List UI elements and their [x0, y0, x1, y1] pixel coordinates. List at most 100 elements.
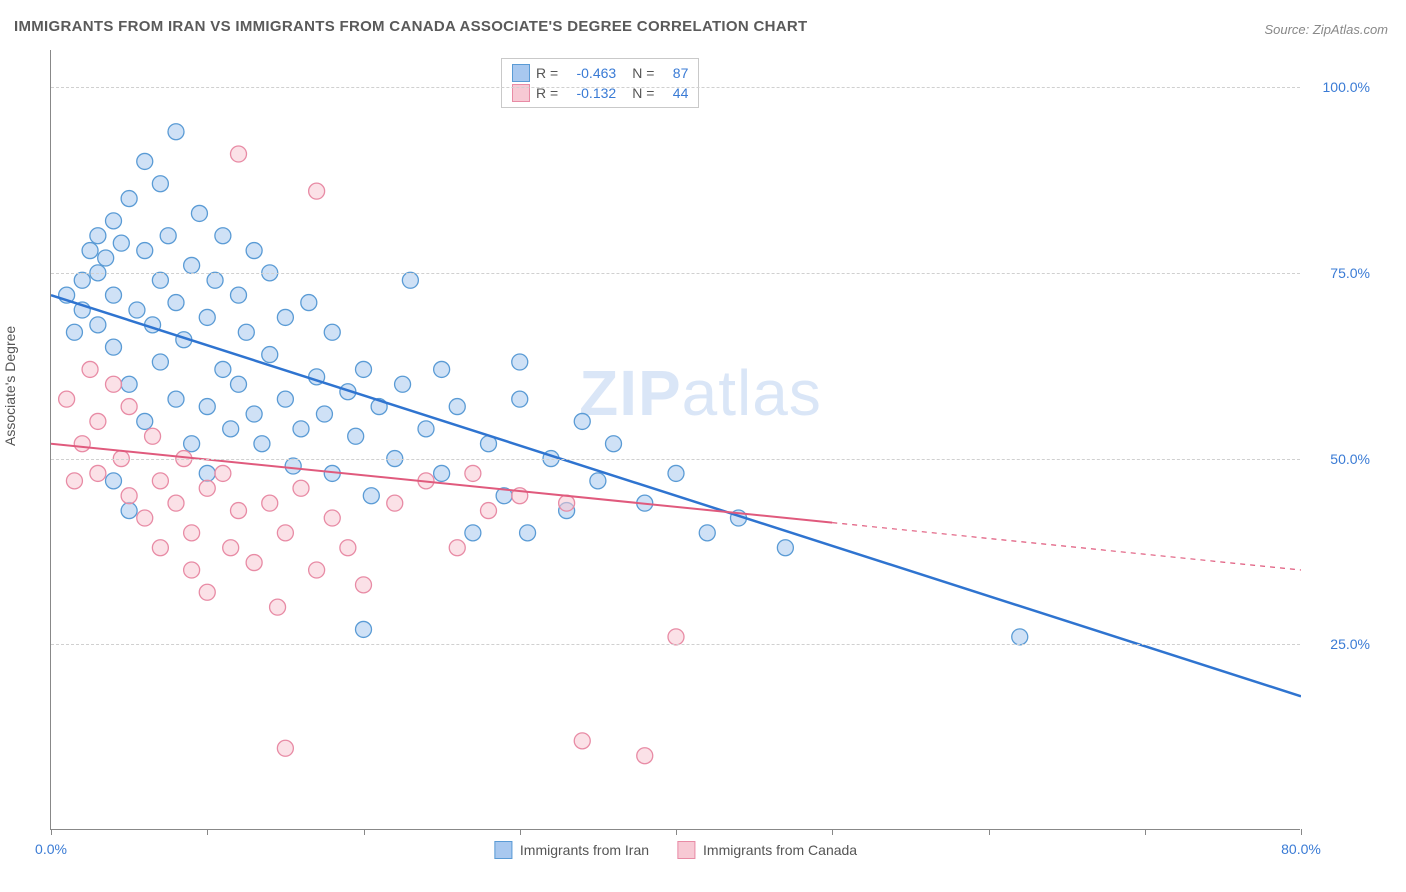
data-point [340, 540, 356, 556]
data-point [254, 436, 270, 452]
data-point [512, 391, 528, 407]
data-point [481, 503, 497, 519]
data-point [637, 748, 653, 764]
legend-series: Immigrants from Iran Immigrants from Cana… [494, 841, 857, 859]
data-point [246, 243, 262, 259]
data-point [121, 488, 137, 504]
data-point [90, 413, 106, 429]
data-point [418, 421, 434, 437]
y-axis-title: Associate's Degree [2, 326, 18, 446]
data-point [215, 361, 231, 377]
x-tick-label: 80.0% [1281, 841, 1321, 857]
data-point [277, 391, 293, 407]
data-point [262, 347, 278, 363]
data-point [316, 406, 332, 422]
data-point [121, 376, 137, 392]
data-point [66, 473, 82, 489]
data-point [699, 525, 715, 541]
data-point [184, 562, 200, 578]
data-point [559, 495, 575, 511]
data-point [160, 228, 176, 244]
data-point [90, 465, 106, 481]
data-point [215, 228, 231, 244]
chart-title: IMMIGRANTS FROM IRAN VS IMMIGRANTS FROM … [14, 18, 807, 35]
data-point [309, 183, 325, 199]
data-point [168, 124, 184, 140]
data-point [387, 495, 403, 511]
data-point [309, 562, 325, 578]
data-point [606, 436, 622, 452]
data-point [191, 205, 207, 221]
data-point [106, 376, 122, 392]
data-point [449, 399, 465, 415]
data-point [199, 480, 215, 496]
y-tick-label: 25.0% [1330, 636, 1370, 652]
data-point [356, 621, 372, 637]
data-point [231, 376, 247, 392]
data-point [449, 540, 465, 556]
data-point [293, 480, 309, 496]
legend-swatch [494, 841, 512, 859]
data-point [285, 458, 301, 474]
data-point [223, 421, 239, 437]
data-point [231, 146, 247, 162]
data-point [98, 250, 114, 266]
data-point [465, 465, 481, 481]
data-point [59, 391, 75, 407]
regression-line-extrapolated [832, 523, 1301, 570]
data-point [246, 406, 262, 422]
data-point [184, 257, 200, 273]
data-point [223, 540, 239, 556]
data-point [106, 213, 122, 229]
data-point [168, 391, 184, 407]
data-point [262, 495, 278, 511]
legend-series-label: Immigrants from Iran [520, 842, 649, 858]
legend-series-item: Immigrants from Canada [677, 841, 857, 859]
data-point [199, 399, 215, 415]
data-point [402, 272, 418, 288]
data-point [152, 473, 168, 489]
data-point [348, 428, 364, 444]
data-point [199, 309, 215, 325]
data-point [434, 361, 450, 377]
data-point [82, 243, 98, 259]
legend-stat-row: R =-0.463N =87 [512, 63, 688, 83]
legend-series-label: Immigrants from Canada [703, 842, 857, 858]
data-point [215, 465, 231, 481]
data-point [324, 324, 340, 340]
data-point [106, 473, 122, 489]
data-point [152, 354, 168, 370]
data-point [277, 740, 293, 756]
data-point [301, 295, 317, 311]
data-point [324, 510, 340, 526]
data-point [121, 399, 137, 415]
data-point [168, 295, 184, 311]
data-point [121, 503, 137, 519]
data-point [270, 599, 286, 615]
data-point [199, 584, 215, 600]
y-tick-label: 50.0% [1330, 451, 1370, 467]
data-point [184, 525, 200, 541]
data-point [668, 465, 684, 481]
source-citation: Source: ZipAtlas.com [1264, 22, 1388, 37]
y-tick-label: 75.0% [1330, 265, 1370, 281]
data-point [434, 465, 450, 481]
data-point [137, 243, 153, 259]
data-point [199, 465, 215, 481]
data-point [74, 436, 90, 452]
data-point [574, 733, 590, 749]
data-point [293, 421, 309, 437]
data-point [277, 525, 293, 541]
data-point [356, 361, 372, 377]
legend-stats: R =-0.463N =87R =-0.132N =44 [501, 58, 699, 108]
data-point [231, 503, 247, 519]
plot-svg [51, 50, 1301, 830]
data-point [90, 228, 106, 244]
data-point [113, 235, 129, 251]
scatter-plot: ZIPatlas R =-0.463N =87R =-0.132N =44 Im… [50, 50, 1300, 830]
data-point [668, 629, 684, 645]
data-point [238, 324, 254, 340]
data-point [168, 495, 184, 511]
data-point [66, 324, 82, 340]
data-point [137, 153, 153, 169]
